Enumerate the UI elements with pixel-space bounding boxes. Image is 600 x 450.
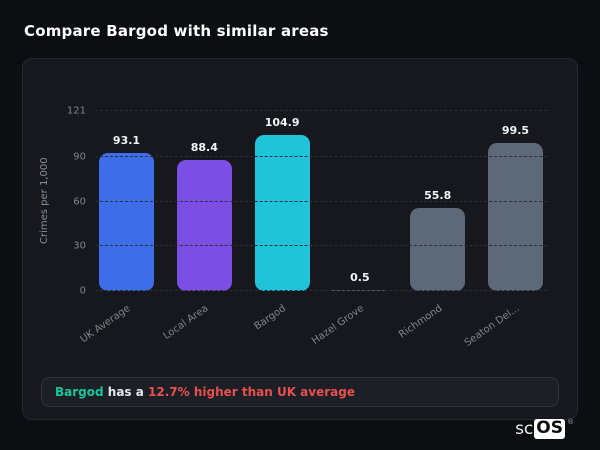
bar-value-label: 93.1 <box>112 133 141 147</box>
bar-slot: 55.8 Richmond <box>397 111 466 341</box>
x-axis-category-label: Richmond <box>396 303 444 341</box>
bar-richmond[interactable] <box>410 208 466 291</box>
bar-value-label: 55.8 <box>424 189 452 202</box>
logo-prefix: sc <box>515 419 534 439</box>
y-axis-tick-label: 30 <box>73 240 86 252</box>
page-title: Compare Bargod with similar areas <box>24 22 329 40</box>
y-axis-tick-label: 90 <box>73 151 86 163</box>
y-axis-tick-label: 121 <box>66 105 86 117</box>
plot-area: 93.1 UK Average 88.4 Local Area 104.9 Bargod 0… <box>67 106 547 349</box>
x-axis-category-label: Seaton Del... <box>462 303 522 349</box>
bar-seaton-del[interactable] <box>487 142 543 291</box>
bar-value-label: 88.4 <box>190 140 218 154</box>
bar-uk-average[interactable] <box>99 152 154 291</box>
bar-local-area[interactable] <box>176 159 232 291</box>
gridline: 0 <box>80 286 547 297</box>
gridline: 60 <box>73 196 547 207</box>
registered-trademark-icon: ® <box>567 418 574 426</box>
x-axis-category-label: Local Area <box>161 303 211 342</box>
bar-slot: 88.4 Local Area <box>162 111 232 342</box>
bars-container: 93.1 UK Average 88.4 Local Area 104.9 Bargod 0… <box>79 111 547 349</box>
bar-slot: 93.1 UK Average <box>79 111 154 345</box>
bar-slot: 104.9 Bargod <box>253 111 310 333</box>
note-connector-text: has a <box>103 385 149 399</box>
bar-slot: 99.5 Seaton Del... <box>463 111 543 349</box>
note-highlight-text: 12.7% higher than UK average <box>148 385 355 399</box>
x-axis-category-label: Hazel Grove <box>310 303 367 347</box>
x-axis-category-label: Bargod <box>252 303 289 333</box>
note-area-name: Bargod <box>55 385 104 399</box>
bar-bargod[interactable] <box>254 134 310 291</box>
chart-card: Crimes per 1,000 93.1 UK Average 88.4 Local… <box>22 58 578 420</box>
y-axis-title: Crimes per 1,000 <box>39 157 50 245</box>
x-axis-category-label: UK Average <box>78 303 133 346</box>
gridline: 121 <box>67 106 547 117</box>
bar-value-label: 0.5 <box>350 271 370 285</box>
scos-logo: sc OS ® <box>515 418 574 439</box>
y-axis-tick-label: 60 <box>73 196 86 208</box>
y-axis-tick-label: 0 <box>79 285 86 297</box>
comparison-note: Bargod has a 12.7% higher than UK averag… <box>41 377 559 407</box>
bar-value-label: 99.5 <box>501 123 530 137</box>
logo-badge: OS <box>534 418 565 439</box>
gridline: 30 <box>73 241 547 252</box>
gridline: 90 <box>73 152 547 163</box>
bar-value-label: 104.9 <box>264 115 300 129</box>
